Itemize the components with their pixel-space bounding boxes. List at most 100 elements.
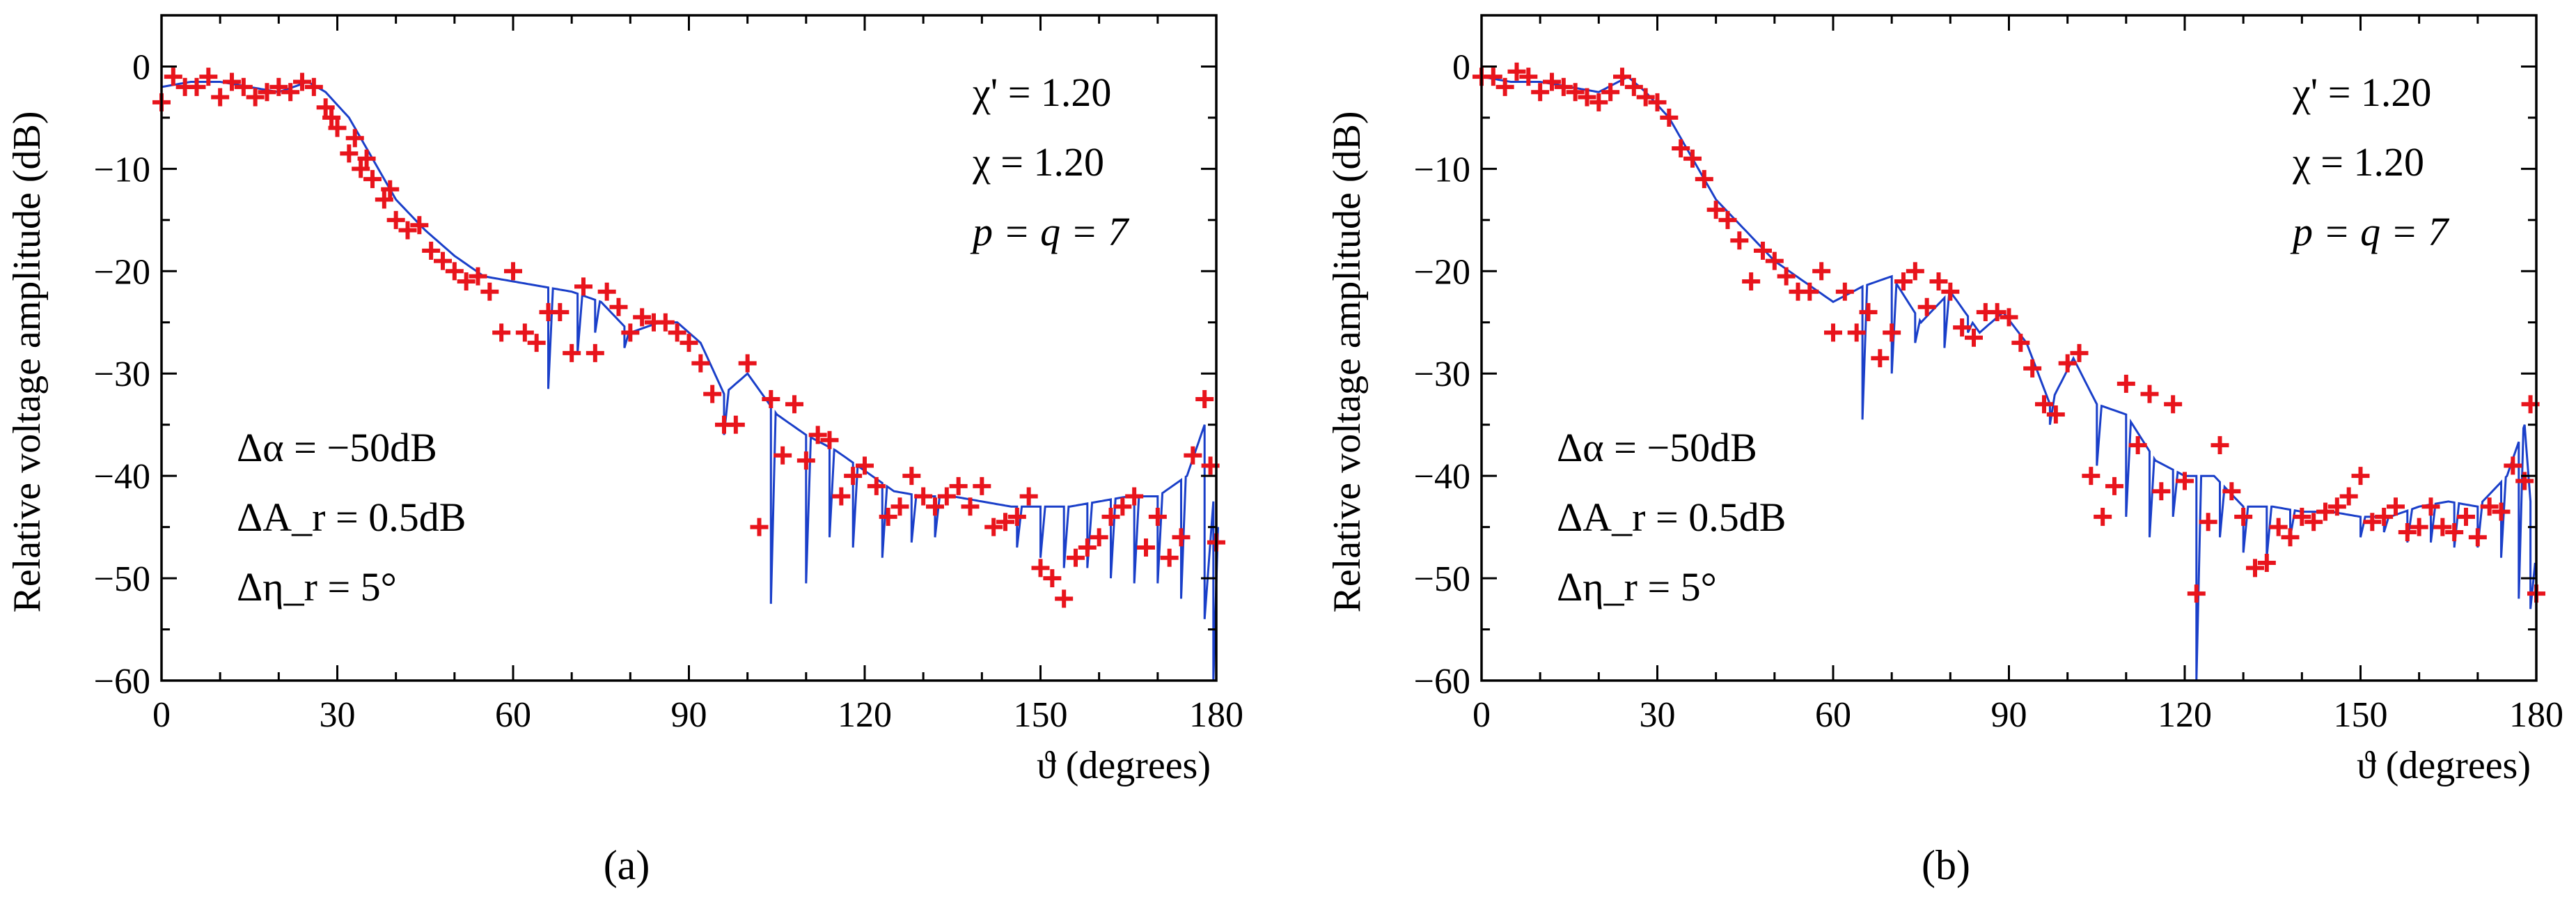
panel-b-measured-point — [1988, 303, 2006, 322]
panel-a-measured-point — [1067, 548, 1085, 567]
panel-a-measured-point — [422, 241, 441, 260]
panel-b-x-tick-label: 150 — [2334, 695, 2388, 735]
panel-a-measured-point — [773, 446, 792, 465]
panel-a-x-tick-label: 120 — [838, 695, 892, 735]
panel-a-measured-point — [164, 68, 182, 86]
panel-b-x-tick-label: 60 — [1815, 695, 1851, 735]
panel-b-measured-point — [2082, 467, 2100, 486]
panel-a-y-tick-label: −20 — [94, 252, 150, 292]
panel-b-measured-point — [1917, 297, 1936, 316]
panel-b-measured-point — [2480, 497, 2499, 516]
panel-b-y-tick-label: −60 — [1414, 662, 1470, 701]
panel-b-measured-point — [2457, 507, 2475, 526]
panel-a-measured-point — [515, 323, 534, 342]
panel-a-measured-point — [867, 476, 886, 495]
panel-a-measured-point — [223, 72, 241, 91]
panel-a-measured-point — [386, 210, 405, 229]
panel-b-measured-point — [1706, 201, 1725, 219]
panel-b-measured-point — [1718, 210, 1737, 229]
panel-b-measured-point — [2199, 513, 2217, 532]
panel-a-measured-point — [996, 513, 1014, 532]
panel-b-measured-point — [1871, 349, 1890, 368]
panel-a-x-tick-label: 30 — [320, 695, 356, 735]
panel-a-measured-point — [381, 180, 400, 199]
panel-a-measured-point — [304, 77, 323, 96]
panel-a-measured-point — [844, 467, 863, 486]
panel-b-measured-point — [1507, 62, 1526, 81]
panel-a-model-curve-group — [161, 80, 1219, 681]
panel-b-measured-point — [1765, 251, 1784, 270]
panel-b-measured-point — [1519, 68, 1538, 86]
panel-a-measured-point — [633, 308, 652, 327]
panel-a-measured-point — [1101, 507, 1120, 526]
panel-a-measured-point — [796, 451, 815, 470]
panel-b-y-tick-label: −30 — [1414, 355, 1470, 394]
panel-b-measured-point — [1883, 323, 1901, 342]
panel-b-measured-point — [1835, 282, 1854, 301]
panel-a-measured-point — [293, 72, 311, 91]
panel-a: 0 30 60 90 120 150 180 0 −10 −20 −30 −40 −50 −60 Rela… — [6, 14, 1243, 888]
panel-b-measured-point — [1906, 262, 1924, 281]
panel-b-measured-point — [1812, 262, 1831, 281]
panel-a-y-tick-label: −30 — [94, 355, 150, 394]
panel-b-measured-point — [1730, 231, 1749, 250]
panel-a-measured-point — [1195, 389, 1214, 408]
panel-a-measured-point — [322, 108, 341, 127]
panel-b-measured-point — [2105, 476, 2123, 495]
panel-b-measured-point — [2140, 385, 2159, 403]
panel-b-measured-point — [2128, 436, 2147, 455]
panel-b-chi-annotation: χ = 1.20 — [2292, 139, 2424, 185]
panel-a-measured-point — [187, 77, 206, 96]
panel-a-measured-point — [1184, 446, 1202, 465]
panel-a-x-tick-label: 90 — [671, 695, 707, 735]
panel-a-measured-point — [199, 68, 218, 86]
panel-b-measured-point — [2222, 482, 2241, 501]
panel-a-measured-point — [445, 262, 464, 281]
panel-a-measured-markers — [152, 68, 1225, 608]
panel-b-measured-point — [2316, 502, 2334, 521]
panel-b-measured-point — [2421, 497, 2440, 516]
panel-a-measured-point — [621, 323, 640, 342]
panel-a-measured-point — [656, 313, 675, 332]
panel-a-measured-point — [492, 323, 511, 342]
panel-b-measured-point — [2492, 502, 2511, 521]
panel-a-measured-point — [316, 98, 335, 117]
panel-a-measured-point — [258, 83, 276, 102]
panel-b-measured-point — [2363, 513, 2382, 532]
panel-b-measured-point — [2164, 395, 2183, 414]
panel-b-measured-point — [2176, 472, 2194, 490]
panel-b-measured-point — [1929, 272, 1948, 290]
panel-b-x-tick-label: 180 — [2509, 695, 2563, 735]
panel-a-measured-point — [1078, 538, 1097, 557]
panel-a-measured-point — [1160, 548, 1179, 567]
panel-a-measured-point — [551, 303, 570, 322]
panel-a-delta-eta-annotation: Δη_r = 5° — [237, 564, 397, 610]
panel-a-measured-point — [527, 334, 546, 352]
panel-a-measured-point — [949, 476, 968, 495]
panel-a-measured-point — [563, 343, 581, 362]
panel-b-measured-point — [2269, 518, 2288, 536]
panel-b-measured-point — [2304, 513, 2323, 532]
panel-b-y-tick-label: 0 — [1452, 47, 1470, 87]
panel-a-y-tick-label: −40 — [94, 457, 150, 497]
panel-b-chi-prime-annotation: χ' = 1.20 — [2292, 70, 2431, 115]
panel-b-x-tick-label: 0 — [1472, 695, 1491, 735]
panel-a-measured-point — [504, 262, 522, 281]
panel-b-measured-point — [2433, 518, 2452, 536]
panel-b-measured-point — [2023, 359, 2042, 378]
panel-b-measured-point — [1484, 68, 1502, 86]
panel-a-delta-alpha-annotation: Δα = −50dB — [237, 425, 437, 470]
panel-b-measured-point — [1648, 93, 1667, 111]
panel-b-measured-point — [2387, 497, 2405, 516]
panel-b-measured-point — [1672, 139, 1690, 157]
panel-b-measured-point — [2293, 507, 2311, 526]
panel-a-measured-point — [961, 497, 980, 516]
panel-a-model-curve — [161, 80, 1219, 681]
panel-b-measured-point — [1847, 323, 1866, 342]
panel-a-chi-prime-annotation: χ' = 1.20 — [972, 70, 1111, 115]
panel-a-measured-point — [1019, 487, 1038, 506]
panel-a-measured-point — [340, 144, 359, 163]
panel-b-x-axis-label: ϑ (degrees) — [2357, 744, 2531, 787]
panel-b-measured-point — [2445, 522, 2464, 541]
panel-b-measured-point — [2398, 522, 2417, 541]
